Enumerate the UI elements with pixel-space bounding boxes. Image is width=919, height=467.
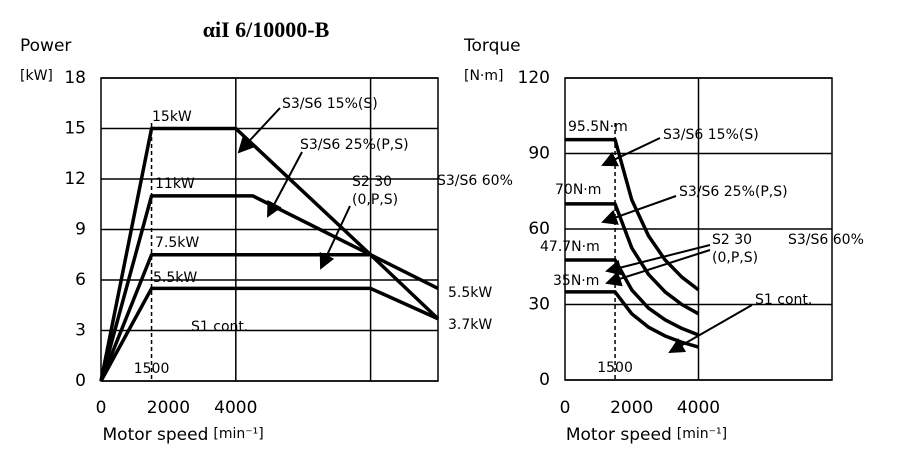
y-unit: [kW] — [20, 68, 53, 84]
y-tick-label: 18 — [64, 68, 86, 88]
y-label: Torque — [463, 36, 521, 56]
x-tick-label: 4000 — [677, 398, 720, 418]
annotation: 95.5N·m — [568, 119, 628, 135]
annotation: 70N·m — [555, 182, 601, 198]
line — [565, 290, 699, 349]
x-tick-label: 0 — [560, 398, 571, 418]
x-tick-label: 2000 — [147, 398, 190, 418]
arrows — [237, 107, 753, 353]
y-tick-label: 60 — [528, 219, 550, 239]
annotation: S3/S6 60% — [788, 232, 864, 248]
annotation: S3/S6 25%(P,S) — [300, 137, 409, 153]
y-tick-label: 120 — [518, 68, 550, 88]
x-unit: [min⁻¹] — [677, 426, 727, 442]
y-tick-label: 0 — [75, 371, 86, 391]
x-label: Motor speed — [103, 425, 209, 445]
y-tick-label: 12 — [64, 169, 86, 189]
annotation: S2 30 — [712, 232, 752, 248]
line — [99, 194, 439, 382]
x-tick-label: 4000 — [214, 398, 257, 418]
reference-label: 1500 — [134, 361, 170, 377]
line — [99, 253, 371, 382]
y-tick-label: 0 — [539, 370, 550, 390]
annotation: S3/S6 25%(P,S) — [679, 184, 788, 200]
annotation: 15kW — [152, 109, 192, 125]
y-unit: [N·m] — [464, 68, 503, 84]
annotation: S1 cont. — [755, 292, 812, 308]
y-tick-label: 30 — [528, 295, 550, 315]
annotation: S3/S6 15%(S) — [282, 96, 378, 112]
annotation: S3/S6 15%(S) — [663, 127, 759, 143]
line — [99, 126, 440, 382]
annotation: S3/S6 60% — [437, 173, 513, 189]
plot-frame — [564, 77, 833, 381]
title: αiI 6/10000-B — [203, 17, 330, 42]
annotation: 3.7kW — [448, 317, 492, 333]
y-tick-label: 90 — [528, 144, 550, 164]
y-tick-label: 15 — [64, 119, 86, 139]
plot-frame — [100, 77, 439, 382]
x-label: Motor speed — [566, 425, 672, 445]
annotation: 47.7N·m — [540, 239, 600, 255]
line — [565, 202, 700, 316]
annotation: (0,P,S) — [352, 192, 398, 208]
line — [99, 286, 439, 382]
line — [565, 258, 700, 337]
y-tick-label: 3 — [75, 321, 86, 341]
x-tick-label: 2000 — [610, 398, 653, 418]
annotation: S2 30 — [352, 174, 392, 190]
annotation: 5.5kW — [448, 285, 492, 301]
line — [565, 137, 700, 292]
reference-label: 1500 — [597, 360, 633, 376]
annotation: 35N·m — [553, 273, 599, 289]
x-tick-label: 0 — [96, 398, 107, 418]
annotation: 5.5kW — [153, 270, 197, 286]
y-tick-label: 6 — [75, 270, 86, 290]
y-tick-label: 9 — [75, 220, 86, 240]
annotation: (0,P,S) — [712, 250, 758, 266]
y-label: Power — [20, 36, 71, 56]
annotation: 7.5kW — [155, 235, 199, 251]
annotation: S1 cont. — [191, 319, 248, 335]
x-unit: [min⁻¹] — [213, 426, 263, 442]
annotation: 11kW — [155, 176, 195, 192]
